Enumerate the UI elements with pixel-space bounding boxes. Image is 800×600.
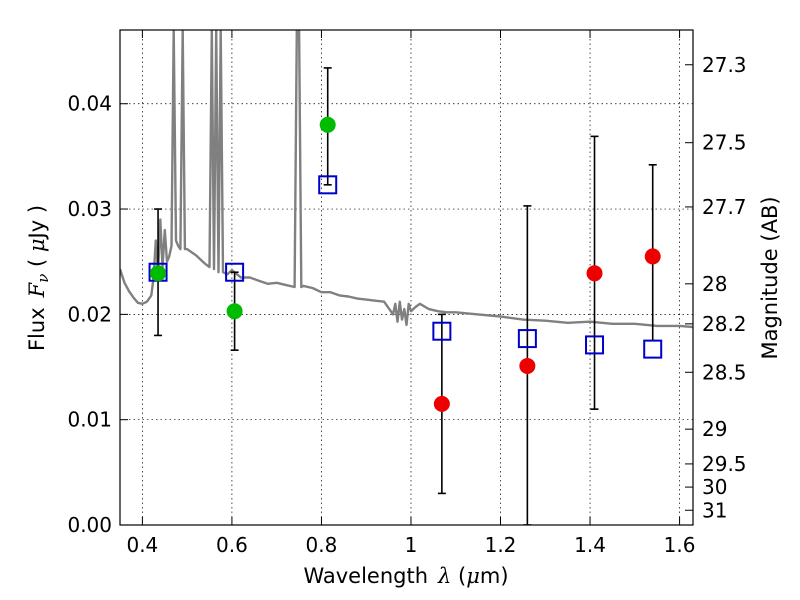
- mag-tick-label: 28.2: [702, 312, 747, 336]
- x-tick-label: 0.8: [306, 533, 338, 557]
- tick-labels: 0.4 0.6 0.8 1 1.2 1.4 1.6 0.00 0.01 0.02 0.03 0.04 2…: [67, 53, 746, 557]
- y-tick-label: 0.00: [67, 513, 112, 537]
- x-tick-label: 1.2: [485, 533, 517, 557]
- mag-tick-label: 28.5: [702, 360, 747, 384]
- mag-tick-label: 29.5: [702, 452, 747, 476]
- data-point: [433, 395, 450, 412]
- data-point: [226, 303, 243, 320]
- data-point: [644, 248, 661, 265]
- mag-tick-label: 31: [702, 498, 727, 522]
- y-tick-label: 0.02: [67, 302, 112, 326]
- mag-tick-label: 27.7: [702, 195, 747, 219]
- plot-frame: [119, 29, 694, 526]
- x-tick-label: 1.6: [664, 533, 696, 557]
- mag-tick-label: 27.3: [702, 53, 747, 77]
- x-axis-label: Wavelength λ (μm): [303, 564, 508, 588]
- plot-area: [120, 30, 693, 525]
- x-tick-label: 0.4: [126, 533, 158, 557]
- data-point: [586, 265, 603, 282]
- data-point: [319, 116, 336, 133]
- model-square-point: [517, 329, 537, 349]
- x-tick-label: 1: [405, 533, 418, 557]
- y-tick-label: 0.01: [67, 408, 112, 432]
- model-square-point: [585, 335, 605, 355]
- y2-axis-label: Magnitude (AB): [758, 196, 782, 359]
- model-square-point: [432, 321, 452, 341]
- mag-tick-label: 29: [702, 417, 727, 441]
- model-square-point: [318, 175, 338, 195]
- x-tick-label: 1.4: [574, 533, 606, 557]
- model-square-point: [643, 339, 663, 359]
- y-axis-label: FluxFν ( μJy ): [25, 205, 52, 351]
- spectrum-line: [120, 30, 693, 329]
- mag-tick-label: 27.5: [702, 131, 747, 155]
- x-tick-label: 0.6: [216, 533, 248, 557]
- data-point: [519, 357, 536, 374]
- mag-tick-label: 28: [702, 272, 727, 296]
- data-point: [150, 265, 167, 282]
- axis-ticks: [120, 30, 693, 526]
- mag-tick-label: 30: [702, 475, 727, 499]
- y-tick-label: 0.03: [67, 197, 112, 221]
- y-tick-label: 0.04: [67, 92, 112, 116]
- model-square-point: [225, 262, 245, 282]
